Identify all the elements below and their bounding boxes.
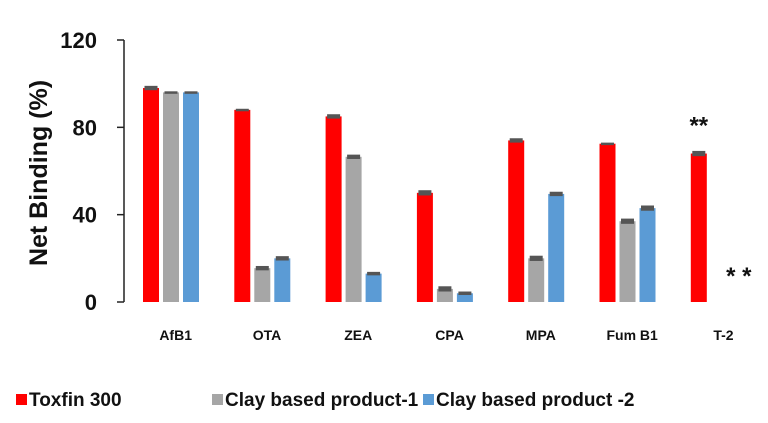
bar [619, 221, 636, 302]
x-tick-label: T-2 [713, 327, 733, 343]
y-axis-label: Net Binding (%) [25, 80, 53, 266]
bar [416, 192, 433, 302]
y-tick-label: 0 [85, 290, 97, 315]
y-tick-label: 120 [60, 28, 97, 53]
bars [143, 85, 707, 303]
error-bar [529, 255, 543, 261]
bar [163, 92, 179, 303]
error-bar [144, 85, 158, 91]
y-tick-label: 40 [73, 203, 97, 228]
x-tick-labels: AfB1 OTA ZEA CPA MPA Fum B1 T-2 [159, 327, 733, 343]
error-bar [367, 271, 381, 276]
error-bar [164, 91, 178, 94]
error-bar [621, 218, 634, 224]
legend-label: Toxfin 300 [29, 390, 122, 411]
x-tick-label: Fum B1 [606, 327, 658, 343]
error-bar [509, 138, 523, 143]
bar [436, 288, 453, 302]
bar [365, 273, 382, 302]
bar [456, 293, 473, 302]
error-bar [458, 291, 472, 296]
bar [639, 208, 656, 302]
error-bar [641, 205, 654, 211]
bar [690, 153, 707, 302]
bar [508, 140, 525, 302]
error-bar [601, 142, 614, 146]
error-bar [235, 108, 249, 112]
bar [599, 143, 616, 302]
x-tick-label: CPA [435, 327, 464, 343]
error-bar [184, 91, 198, 94]
legend-swatch [423, 394, 434, 405]
error-bar [347, 154, 361, 159]
bar [345, 156, 362, 302]
x-tick-label: ZEA [344, 327, 372, 343]
x-tick-label: OTA [253, 327, 282, 343]
bar [234, 109, 251, 302]
bar [548, 193, 565, 302]
error-bar [438, 286, 452, 292]
legend-swatch [212, 394, 223, 405]
x-tick-label: MPA [526, 327, 556, 343]
bar [274, 258, 291, 302]
legend-label: Clay based product-1 [225, 390, 419, 411]
y-tick-label: 80 [73, 115, 97, 140]
error-bar [255, 265, 269, 271]
bar [325, 116, 342, 303]
significance-marker: ** [689, 113, 708, 140]
x-tick-label: AfB1 [159, 327, 192, 343]
y-ticks: 0 40 80 120 [60, 28, 124, 315]
bar [254, 268, 271, 302]
bar [143, 88, 159, 303]
legend-label: Clay based product -2 [436, 390, 635, 411]
error-bar [275, 256, 289, 261]
legend-swatch [16, 394, 27, 405]
error-bar [692, 150, 706, 157]
legend: Toxfin 300 Clay based product-1 Clay based… [16, 390, 635, 411]
error-bar [418, 190, 432, 196]
error-bar [549, 191, 563, 197]
annotations: ** * * [689, 113, 752, 290]
bar [183, 92, 199, 303]
significance-marker: * * [726, 263, 752, 290]
error-bar [327, 114, 341, 119]
bar [528, 258, 545, 302]
